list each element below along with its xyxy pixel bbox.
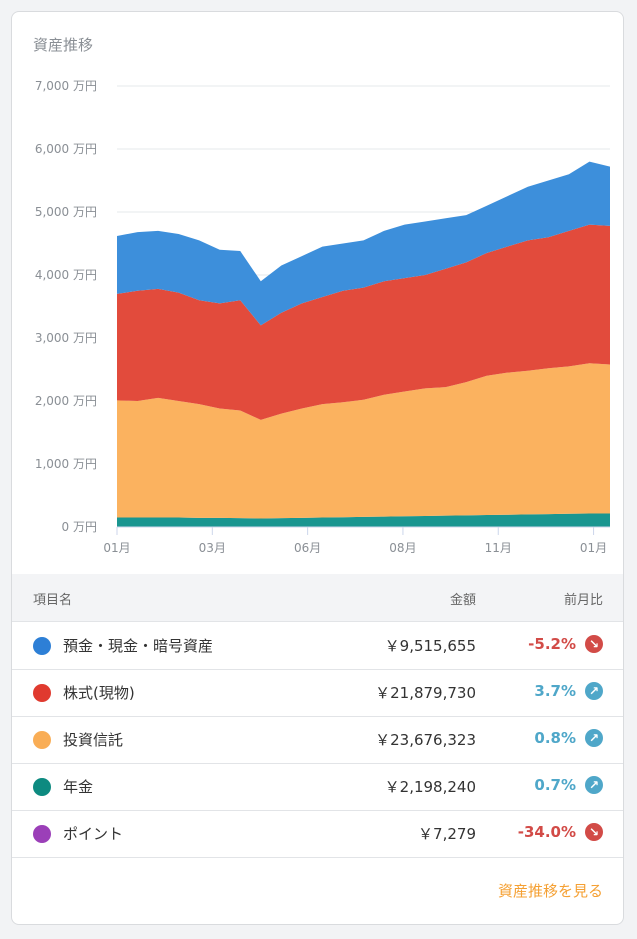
arrow-up-right-icon: ↗ (585, 776, 603, 794)
x-tick-label: 08月 (389, 541, 416, 555)
arrow-down-right-icon: ↘ (585, 823, 603, 841)
y-tick-label: 7,000 万円 (35, 79, 97, 93)
x-tick-label: 01月 (103, 541, 130, 555)
x-tick-label: 01月 (580, 541, 607, 555)
arrow-up-right-icon: ↗ (585, 729, 603, 747)
header-amount: 金額 (449, 593, 476, 608)
change-percent: 0.7% (534, 776, 576, 794)
y-tick-label: 4,000 万円 (35, 268, 97, 282)
change-percent: -34.0% (517, 823, 576, 841)
table-row: 株式(現物) ￥21,879,730 3.7% ↗ (12, 669, 623, 717)
y-tick-label: 6,000 万円 (35, 142, 97, 156)
table-row: 投資信託 ￥23,676,323 0.8% ↗ (12, 716, 623, 764)
arrow-up-right-icon: ↗ (585, 682, 603, 700)
y-tick-label: 2,000 万円 (35, 394, 97, 408)
category-name: 預金・現金・暗号資産 (63, 637, 214, 655)
category-name: ポイント (63, 825, 124, 843)
category-name: 株式(現物) (63, 684, 135, 702)
change-percent: -5.2% (528, 635, 576, 653)
area-series-3 (117, 161, 610, 326)
x-tick-label: 03月 (199, 541, 226, 555)
category-color-dot (33, 731, 51, 749)
category-name: 年金 (63, 778, 94, 796)
amount: ￥7,279 (418, 825, 476, 843)
change-percent: 3.7% (534, 682, 576, 700)
y-tick-label: 0 万円 (62, 520, 97, 534)
x-tick-label: 06月 (294, 541, 321, 555)
view-asset-trend-link[interactable]: 資産推移を見る (497, 882, 603, 900)
stacked-area-chart: 0 万円 1,000 万円 2,000 万円 3,000 万円 4,000 万円 5,00… (35, 79, 610, 555)
header-name: 項目名 (33, 593, 73, 608)
table-row: 預金・現金・暗号資産 ￥9,515,655 -5.2% ↘ (12, 622, 623, 670)
amount: ￥9,515,655 (384, 637, 476, 655)
y-tick-label: 1,000 万円 (35, 457, 97, 471)
table-row: ポイント ￥7,279 -34.0% ↘ (12, 810, 623, 858)
area-series-2 (117, 224, 610, 420)
x-tick-label: 11月 (485, 541, 512, 555)
y-tick-label: 5,000 万円 (35, 205, 97, 219)
amount: ￥21,879,730 (375, 684, 476, 702)
header-change: 前月比 (563, 593, 603, 608)
category-color-dot (33, 825, 51, 843)
area-series-0 (117, 513, 610, 527)
y-tick-label: 3,000 万円 (35, 331, 97, 345)
category-color-dot (33, 684, 51, 702)
category-color-dot (33, 637, 51, 655)
change-percent: 0.8% (534, 729, 576, 747)
amount: ￥2,198,240 (384, 778, 476, 796)
amount: ￥23,676,323 (375, 731, 476, 749)
table-row: 年金 ￥2,198,240 0.7% ↗ (12, 763, 623, 811)
category-name: 投資信託 (63, 731, 124, 749)
area-series-1 (117, 363, 610, 519)
table-header: 項目名 金額 前月比 (12, 574, 623, 622)
card-title: 資産推移 (33, 36, 94, 54)
asset-trend-card: 資産推移 0 万円 1,000 万円 2,000 万円 3,000 万円 4,000 万… (11, 11, 624, 925)
category-color-dot (33, 778, 51, 796)
arrow-down-right-icon: ↘ (585, 635, 603, 653)
